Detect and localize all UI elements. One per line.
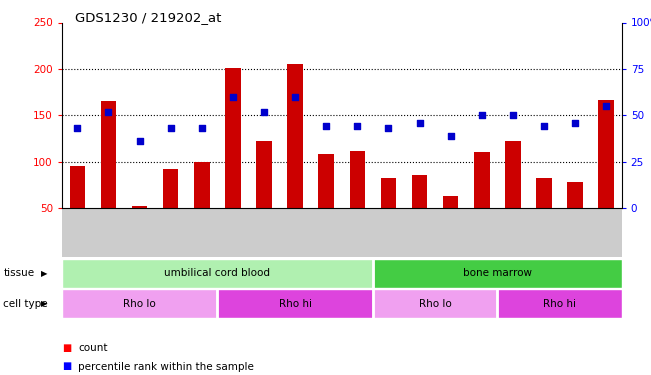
Point: [414, 120, 424, 126]
Point: [383, 125, 394, 131]
Bar: [132, 206, 147, 208]
Text: cell type: cell type: [3, 299, 48, 309]
Bar: [505, 141, 521, 208]
Point: [104, 109, 114, 115]
Text: count: count: [78, 343, 107, 353]
Bar: [256, 141, 271, 208]
Bar: [373, 259, 622, 288]
Text: Rho hi: Rho hi: [279, 299, 312, 309]
Point: [570, 120, 580, 126]
Bar: [217, 289, 373, 318]
Text: ▶: ▶: [41, 269, 48, 278]
Bar: [567, 182, 583, 208]
Bar: [598, 99, 614, 208]
Point: [321, 123, 331, 129]
Text: ■: ■: [62, 343, 71, 353]
Bar: [443, 196, 458, 208]
Point: [539, 123, 549, 129]
Point: [197, 125, 207, 131]
Bar: [70, 166, 85, 208]
Point: [165, 125, 176, 131]
Bar: [474, 152, 490, 208]
Point: [508, 112, 518, 118]
Text: percentile rank within the sample: percentile rank within the sample: [78, 362, 254, 372]
Bar: [225, 68, 241, 208]
Point: [72, 125, 83, 131]
Bar: [373, 289, 497, 318]
Point: [259, 109, 270, 115]
Point: [290, 94, 300, 100]
Bar: [318, 154, 334, 208]
Point: [601, 103, 611, 109]
Bar: [62, 289, 217, 318]
Bar: [350, 151, 365, 208]
Text: umbilical cord blood: umbilical cord blood: [164, 268, 270, 278]
Bar: [62, 259, 373, 288]
Bar: [411, 175, 427, 208]
Text: tissue: tissue: [3, 268, 35, 278]
Bar: [381, 178, 396, 208]
Text: Rho lo: Rho lo: [123, 299, 156, 309]
Text: ■: ■: [62, 362, 71, 372]
Bar: [194, 162, 210, 208]
Point: [477, 112, 487, 118]
Text: Rho lo: Rho lo: [419, 299, 451, 309]
Bar: [497, 289, 622, 318]
Text: bone marrow: bone marrow: [463, 268, 532, 278]
Text: Rho hi: Rho hi: [543, 299, 576, 309]
Point: [228, 94, 238, 100]
Point: [445, 133, 456, 139]
Bar: [101, 101, 117, 208]
Point: [134, 138, 145, 144]
Point: [352, 123, 363, 129]
Text: ▶: ▶: [41, 299, 48, 308]
Text: GDS1230 / 219202_at: GDS1230 / 219202_at: [75, 11, 221, 24]
Bar: [287, 64, 303, 208]
Bar: [163, 169, 178, 208]
Bar: [536, 178, 551, 208]
